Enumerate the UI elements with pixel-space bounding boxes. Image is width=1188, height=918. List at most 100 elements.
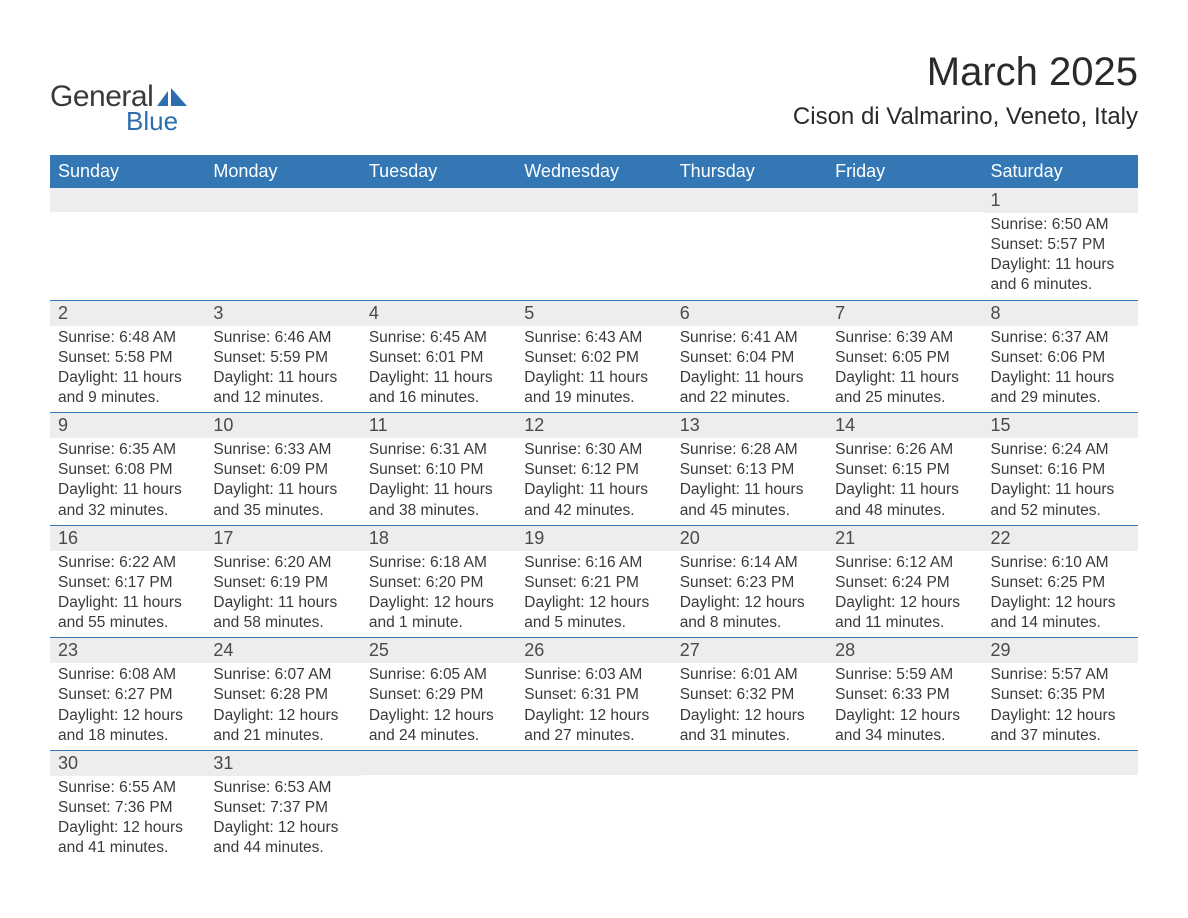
day-number: 7 xyxy=(827,301,982,326)
day-dl2: and 1 minute. xyxy=(369,613,508,633)
empty-cell xyxy=(672,188,827,300)
day-sunrise: Sunrise: 6:45 AM xyxy=(369,328,508,348)
day-sunset: Sunset: 6:35 PM xyxy=(991,685,1130,705)
empty-day-content xyxy=(516,212,671,288)
empty-day-number xyxy=(672,188,827,212)
day-details: Sunrise: 6:30 AMSunset: 6:12 PMDaylight:… xyxy=(516,438,671,525)
day-sunset: Sunset: 6:13 PM xyxy=(680,460,819,480)
empty-cell xyxy=(205,188,360,300)
logo-sail-icon xyxy=(157,88,187,108)
day-number: 25 xyxy=(361,638,516,663)
day-details: Sunrise: 6:41 AMSunset: 6:04 PMDaylight:… xyxy=(672,326,827,413)
day-details: Sunrise: 6:39 AMSunset: 6:05 PMDaylight:… xyxy=(827,326,982,413)
page-header: General Blue March 2025 Cison di Valmari… xyxy=(50,50,1138,137)
day-dl1: Daylight: 11 hours xyxy=(524,368,663,388)
day-number: 26 xyxy=(516,638,671,663)
day-sunrise: Sunrise: 6:31 AM xyxy=(369,440,508,460)
day-sunrise: Sunrise: 6:53 AM xyxy=(213,778,352,798)
day-dl2: and 55 minutes. xyxy=(58,613,197,633)
day-number: 5 xyxy=(516,301,671,326)
empty-day-number xyxy=(516,751,671,775)
day-sunset: Sunset: 6:10 PM xyxy=(369,460,508,480)
day-dl2: and 58 minutes. xyxy=(213,613,352,633)
empty-day-number xyxy=(983,751,1138,775)
empty-day-number xyxy=(672,751,827,775)
day-cell: 26Sunrise: 6:03 AMSunset: 6:31 PMDayligh… xyxy=(516,638,671,751)
day-sunrise: Sunrise: 6:33 AM xyxy=(213,440,352,460)
week-row: 1Sunrise: 6:50 AMSunset: 5:57 PMDaylight… xyxy=(50,188,1138,300)
day-cell: 15Sunrise: 6:24 AMSunset: 6:16 PMDayligh… xyxy=(983,413,1138,526)
day-dl1: Daylight: 12 hours xyxy=(680,706,819,726)
day-number: 1 xyxy=(983,188,1138,213)
empty-day-number xyxy=(361,751,516,775)
day-dl1: Daylight: 12 hours xyxy=(369,593,508,613)
day-cell: 18Sunrise: 6:18 AMSunset: 6:20 PMDayligh… xyxy=(361,525,516,638)
day-number: 30 xyxy=(50,751,205,776)
empty-day-content xyxy=(672,775,827,851)
day-details: Sunrise: 6:10 AMSunset: 6:25 PMDaylight:… xyxy=(983,551,1138,638)
day-details: Sunrise: 6:14 AMSunset: 6:23 PMDaylight:… xyxy=(672,551,827,638)
day-sunset: Sunset: 6:01 PM xyxy=(369,348,508,368)
empty-day-number xyxy=(205,188,360,212)
day-sunset: Sunset: 5:59 PM xyxy=(213,348,352,368)
day-number: 24 xyxy=(205,638,360,663)
day-cell: 1Sunrise: 6:50 AMSunset: 5:57 PMDaylight… xyxy=(983,188,1138,300)
day-dl2: and 11 minutes. xyxy=(835,613,974,633)
day-sunset: Sunset: 6:31 PM xyxy=(524,685,663,705)
day-dl1: Daylight: 12 hours xyxy=(213,706,352,726)
empty-day-content xyxy=(827,212,982,288)
day-dl1: Daylight: 11 hours xyxy=(369,368,508,388)
day-dl2: and 9 minutes. xyxy=(58,388,197,408)
day-cell: 5Sunrise: 6:43 AMSunset: 6:02 PMDaylight… xyxy=(516,300,671,413)
day-details: Sunrise: 6:07 AMSunset: 6:28 PMDaylight:… xyxy=(205,663,360,750)
day-details: Sunrise: 6:12 AMSunset: 6:24 PMDaylight:… xyxy=(827,551,982,638)
day-header: Monday xyxy=(205,155,360,188)
day-sunrise: Sunrise: 6:07 AM xyxy=(213,665,352,685)
empty-day-number xyxy=(516,188,671,212)
day-number: 23 xyxy=(50,638,205,663)
day-details: Sunrise: 6:24 AMSunset: 6:16 PMDaylight:… xyxy=(983,438,1138,525)
day-sunset: Sunset: 6:09 PM xyxy=(213,460,352,480)
day-sunrise: Sunrise: 6:35 AM xyxy=(58,440,197,460)
day-sunrise: Sunrise: 6:14 AM xyxy=(680,553,819,573)
day-dl2: and 18 minutes. xyxy=(58,726,197,746)
day-dl2: and 34 minutes. xyxy=(835,726,974,746)
day-header: Friday xyxy=(827,155,982,188)
day-dl1: Daylight: 12 hours xyxy=(680,593,819,613)
day-header: Saturday xyxy=(983,155,1138,188)
day-cell: 28Sunrise: 5:59 AMSunset: 6:33 PMDayligh… xyxy=(827,638,982,751)
day-number: 3 xyxy=(205,301,360,326)
day-sunset: Sunset: 6:12 PM xyxy=(524,460,663,480)
day-dl1: Daylight: 12 hours xyxy=(835,706,974,726)
day-dl2: and 21 minutes. xyxy=(213,726,352,746)
empty-day-content xyxy=(361,775,516,851)
day-details: Sunrise: 6:43 AMSunset: 6:02 PMDaylight:… xyxy=(516,326,671,413)
day-dl2: and 31 minutes. xyxy=(680,726,819,746)
day-sunset: Sunset: 7:36 PM xyxy=(58,798,197,818)
empty-cell xyxy=(50,188,205,300)
day-cell: 11Sunrise: 6:31 AMSunset: 6:10 PMDayligh… xyxy=(361,413,516,526)
day-dl1: Daylight: 11 hours xyxy=(991,255,1130,275)
day-sunrise: Sunrise: 6:01 AM xyxy=(680,665,819,685)
day-cell: 6Sunrise: 6:41 AMSunset: 6:04 PMDaylight… xyxy=(672,300,827,413)
day-header: Wednesday xyxy=(516,155,671,188)
day-sunset: Sunset: 6:06 PM xyxy=(991,348,1130,368)
day-cell: 24Sunrise: 6:07 AMSunset: 6:28 PMDayligh… xyxy=(205,638,360,751)
day-dl1: Daylight: 12 hours xyxy=(524,593,663,613)
day-dl1: Daylight: 11 hours xyxy=(213,368,352,388)
day-sunrise: Sunrise: 6:46 AM xyxy=(213,328,352,348)
day-sunrise: Sunrise: 6:20 AM xyxy=(213,553,352,573)
day-sunrise: Sunrise: 6:10 AM xyxy=(991,553,1130,573)
day-sunrise: Sunrise: 6:30 AM xyxy=(524,440,663,460)
month-title: March 2025 xyxy=(793,50,1138,95)
day-cell: 10Sunrise: 6:33 AMSunset: 6:09 PMDayligh… xyxy=(205,413,360,526)
day-cell: 25Sunrise: 6:05 AMSunset: 6:29 PMDayligh… xyxy=(361,638,516,751)
day-details: Sunrise: 6:28 AMSunset: 6:13 PMDaylight:… xyxy=(672,438,827,525)
day-cell: 27Sunrise: 6:01 AMSunset: 6:32 PMDayligh… xyxy=(672,638,827,751)
day-sunrise: Sunrise: 6:05 AM xyxy=(369,665,508,685)
day-dl2: and 44 minutes. xyxy=(213,838,352,858)
day-dl2: and 32 minutes. xyxy=(58,501,197,521)
day-sunrise: Sunrise: 6:16 AM xyxy=(524,553,663,573)
day-sunrise: Sunrise: 6:24 AM xyxy=(991,440,1130,460)
day-dl2: and 16 minutes. xyxy=(369,388,508,408)
